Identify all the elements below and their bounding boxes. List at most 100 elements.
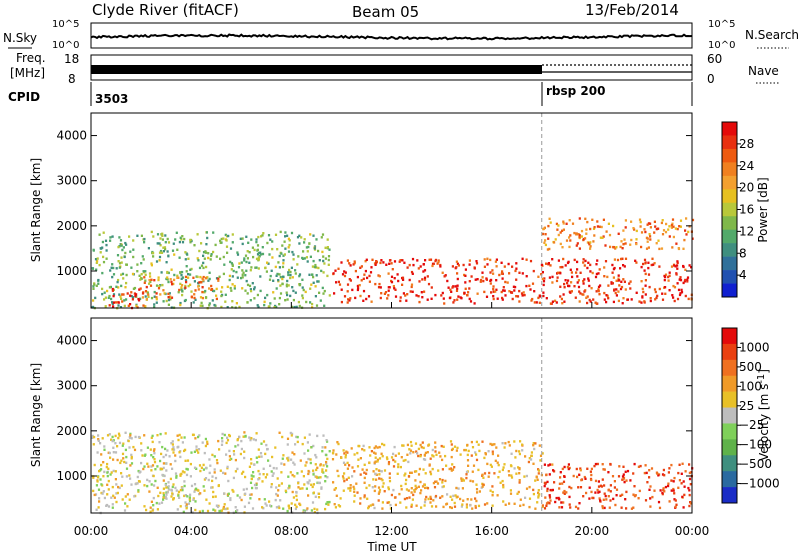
power-cell <box>116 254 120 257</box>
velocity-cell <box>346 467 349 470</box>
power-cell <box>495 258 498 261</box>
power-cell <box>474 278 477 281</box>
velocity-cell <box>257 448 260 451</box>
velocity-cell <box>251 486 254 490</box>
velocity-cell <box>124 502 127 505</box>
velocity-cell <box>252 438 255 441</box>
velocity-cell <box>491 443 494 447</box>
power-cell <box>146 292 149 295</box>
velocity-cell <box>440 444 443 448</box>
velocity-cell <box>156 465 159 468</box>
velocity-cell <box>242 470 245 474</box>
velocity-cell <box>293 475 296 478</box>
power-cell <box>670 224 673 227</box>
power-cell <box>589 247 592 250</box>
velocity-cell <box>403 474 406 477</box>
power-colorbar-swatch <box>722 270 737 284</box>
velocity-cell <box>122 442 125 445</box>
power-cell <box>353 260 356 263</box>
velocity-cell <box>100 453 103 456</box>
velocity-cell <box>274 498 277 502</box>
power-cell <box>145 298 148 301</box>
velocity-cell <box>226 436 229 439</box>
velocity-colorbar-swatch <box>722 328 737 345</box>
velocity-ytick-tick-label: 4000 <box>56 334 87 348</box>
velocity-cell <box>211 479 214 483</box>
power-cell <box>125 263 128 266</box>
power-cell <box>630 298 633 301</box>
velocity-cell <box>427 497 430 501</box>
velocity-cell <box>205 498 208 501</box>
power-cell <box>676 227 679 231</box>
velocity-cell <box>210 486 213 489</box>
power-cell <box>272 279 275 282</box>
velocity-cell <box>224 507 227 511</box>
velocity-cell <box>455 449 458 452</box>
velocity-cell <box>176 434 179 437</box>
velocity-cell <box>214 509 217 512</box>
velocity-cell <box>280 482 283 485</box>
power-cell <box>135 304 138 307</box>
power-colorbar-swatch <box>722 243 737 257</box>
velocity-cell <box>313 511 316 514</box>
power-cell <box>109 269 112 272</box>
velocity-cell <box>377 469 381 472</box>
power-cell <box>91 267 95 270</box>
velocity-cell <box>218 509 221 513</box>
power-cell <box>317 249 320 253</box>
velocity-cell <box>365 486 368 490</box>
power-cell <box>436 262 439 265</box>
velocity-cell <box>450 443 453 446</box>
power-cell <box>473 302 476 305</box>
power-cell <box>103 291 106 294</box>
power-cell <box>131 272 135 276</box>
power-cell <box>619 287 623 291</box>
power-cell <box>98 263 101 267</box>
power-cell <box>679 278 683 282</box>
power-cell <box>209 258 212 261</box>
velocity-cell <box>335 453 338 456</box>
velocity-cell <box>413 470 417 473</box>
velocity-cell <box>156 508 159 511</box>
freq-tick-top: 18 <box>64 52 79 66</box>
power-cell <box>264 266 267 269</box>
velocity-cell <box>470 440 473 444</box>
velocity-cell <box>103 448 106 451</box>
power-cell <box>578 234 581 237</box>
velocity-cell <box>609 499 612 502</box>
power-cell <box>226 306 229 309</box>
power-cell <box>101 240 104 244</box>
velocity-cell <box>435 480 438 483</box>
power-cell <box>197 281 200 285</box>
power-cell <box>504 280 507 284</box>
velocity-cell <box>317 492 321 495</box>
power-cell <box>127 304 130 307</box>
velocity-colorbar-swatch <box>722 455 737 472</box>
power-cell <box>582 279 585 283</box>
power-cell <box>119 306 123 309</box>
velocity-cell <box>377 499 380 502</box>
power-cell <box>515 267 518 270</box>
power-cell <box>298 283 301 287</box>
velocity-cell <box>530 454 533 457</box>
velocity-cell <box>100 463 103 467</box>
velocity-cell <box>629 479 632 482</box>
power-cell <box>167 241 171 244</box>
power-cell <box>255 257 259 261</box>
power-cell <box>454 285 457 288</box>
velocity-cell <box>325 439 328 442</box>
velocity-cell <box>438 478 442 481</box>
power-cell <box>464 274 467 277</box>
velocity-cell <box>128 498 131 501</box>
velocity-cell <box>661 473 665 476</box>
velocity-cell <box>445 503 448 506</box>
power-cell <box>125 273 128 277</box>
velocity-cell <box>441 495 444 498</box>
power-cell <box>246 292 249 295</box>
velocity-cell <box>287 504 290 508</box>
velocity-cell <box>158 502 161 505</box>
velocity-cell <box>326 440 329 443</box>
velocity-cell <box>633 494 636 498</box>
velocity-cell <box>684 470 687 473</box>
velocity-cell <box>521 443 524 446</box>
